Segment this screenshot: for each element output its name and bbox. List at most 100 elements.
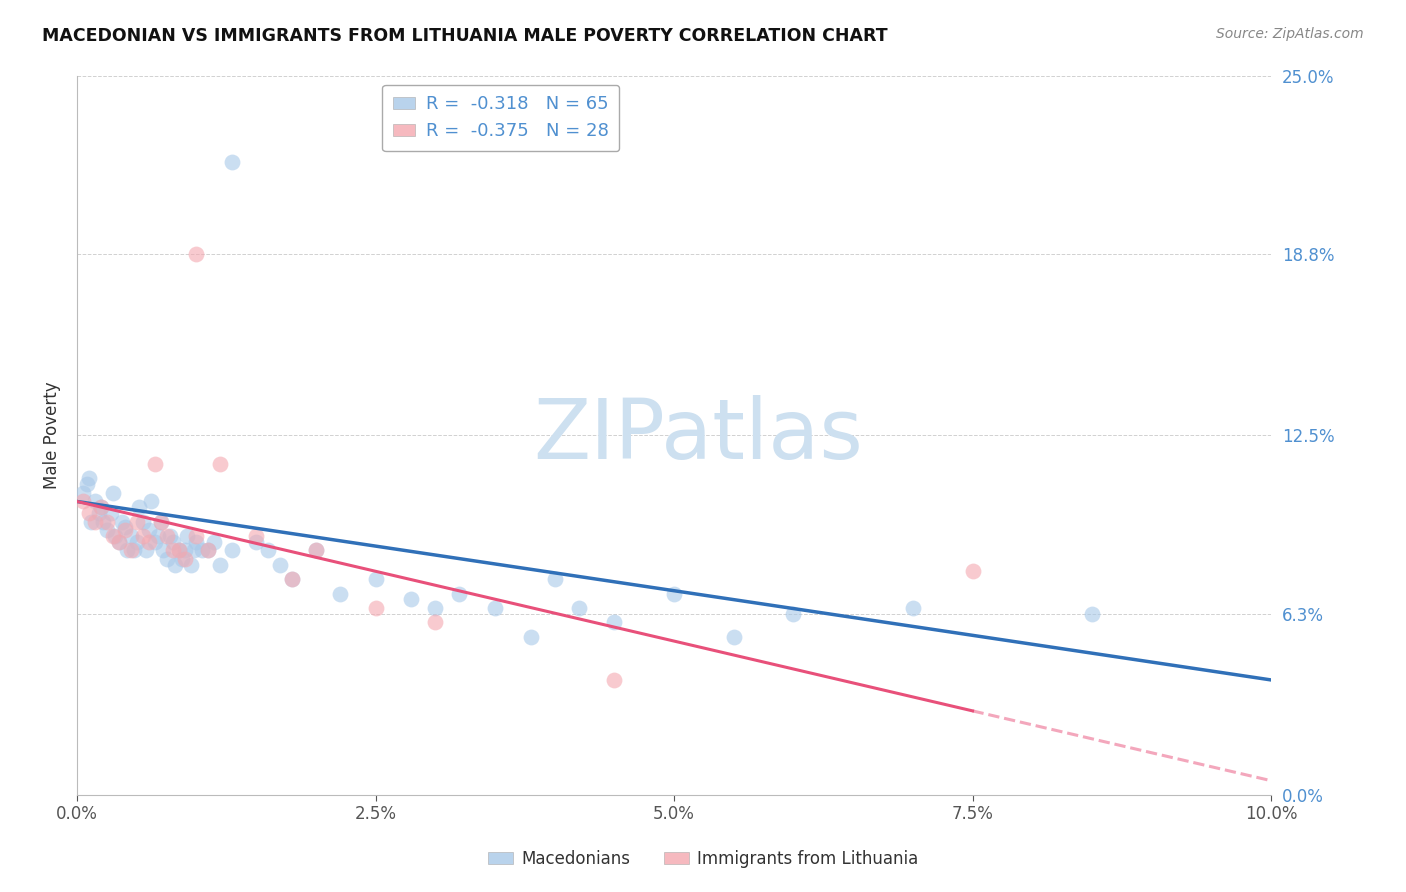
Point [520,630,543,644]
Point [172,552,194,566]
Point [245,529,267,543]
Point [104,529,127,543]
Legend: Macedonians, Immigrants from Lithuania: Macedonians, Immigrants from Lithuania [481,844,925,875]
Point [167,543,190,558]
Point [120,543,142,558]
Point [425,615,447,630]
Point [162,534,184,549]
Point [90,500,112,515]
Point [100,506,122,520]
Point [84,515,107,529]
Point [72,494,94,508]
Point [138,523,160,537]
Point [484,601,506,615]
Point [108,534,131,549]
Point [132,515,155,529]
Point [125,534,148,549]
Point [209,457,232,471]
Point [543,572,565,586]
Point [114,523,136,537]
Point [180,558,202,572]
Point [186,534,208,549]
Point [186,247,208,261]
Point [159,529,181,543]
Point [163,558,186,572]
Point [221,154,243,169]
Point [305,543,328,558]
Point [173,552,195,566]
Point [245,534,267,549]
Point [111,515,134,529]
Y-axis label: Male Poverty: Male Poverty [44,382,60,489]
Point [96,523,118,537]
Point [723,630,745,644]
Point [120,529,142,543]
Point [156,529,179,543]
Point [269,558,291,572]
Point [401,592,423,607]
Text: ZIPatlas: ZIPatlas [533,395,863,475]
Point [603,673,626,687]
Point [148,529,170,543]
Point [162,543,184,558]
Point [364,601,387,615]
Point [101,529,124,543]
Point [603,615,626,630]
Text: MACEDONIAN VS IMMIGRANTS FROM LITHUANIA MALE POVERTY CORRELATION CHART: MACEDONIAN VS IMMIGRANTS FROM LITHUANIA … [42,27,887,45]
Point [329,586,352,600]
Point [183,543,205,558]
Point [114,520,136,534]
Point [662,586,685,600]
Point [149,515,172,529]
Point [108,534,131,549]
Point [167,543,190,558]
Point [281,572,304,586]
Point [425,601,447,615]
Point [449,586,471,600]
Point [143,534,166,549]
Point [567,601,589,615]
Legend: R =  -0.318   N = 65, R =  -0.375   N = 28: R = -0.318 N = 65, R = -0.375 N = 28 [382,85,620,152]
Point [101,486,124,500]
Point [124,543,146,558]
Point [901,601,924,615]
Point [156,552,179,566]
Point [80,515,103,529]
Point [125,515,148,529]
Point [96,515,118,529]
Point [72,486,94,500]
Point [782,607,804,621]
Point [1081,607,1104,621]
Point [221,543,243,558]
Point [202,534,225,549]
Point [281,572,304,586]
Point [87,506,110,520]
Point [209,558,232,572]
Point [135,543,157,558]
Point [143,457,166,471]
Point [152,543,174,558]
Point [93,515,115,529]
Point [176,529,198,543]
Point [191,543,214,558]
Point [77,506,100,520]
Point [77,471,100,485]
Point [76,477,98,491]
Point [173,543,195,558]
Point [132,529,155,543]
Point [138,534,160,549]
Point [364,572,387,586]
Point [90,500,112,515]
Point [128,500,150,515]
Point [197,543,219,558]
Point [149,515,172,529]
Point [84,494,107,508]
Point [257,543,280,558]
Point [186,529,208,543]
Point [305,543,328,558]
Text: Source: ZipAtlas.com: Source: ZipAtlas.com [1216,27,1364,41]
Point [115,543,138,558]
Point [197,543,219,558]
Point [139,494,162,508]
Point [962,564,984,578]
